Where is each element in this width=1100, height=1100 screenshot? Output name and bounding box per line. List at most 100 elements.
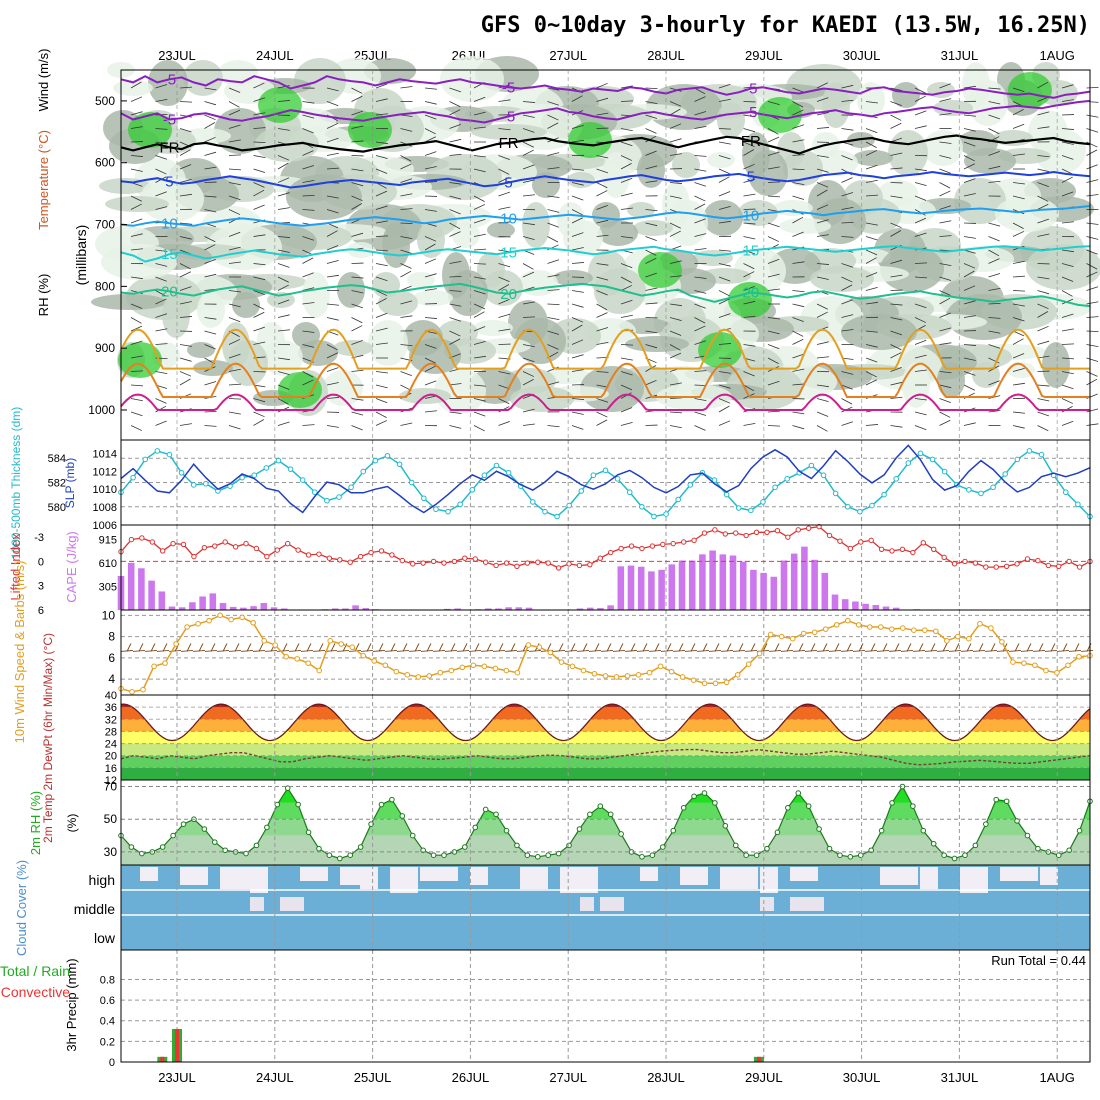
wind-barb — [1012, 123, 1025, 129]
wind-barb — [424, 209, 437, 212]
wind-barb — [1061, 176, 1073, 183]
thickness-series-point — [324, 497, 330, 504]
rh-point — [597, 803, 604, 809]
thickness-series-point — [505, 469, 512, 476]
wind-barb — [865, 236, 878, 241]
thickness-series-point — [530, 499, 536, 505]
wind-barb — [767, 236, 780, 242]
wind-barb — [963, 270, 975, 278]
lifted-index-point — [274, 547, 280, 553]
wind-barb-flag — [942, 643, 948, 652]
precip-tick: 0.6 — [100, 995, 115, 1007]
rh-shade — [888, 130, 928, 176]
thickness-series-point — [844, 503, 851, 510]
rh-shade — [814, 198, 866, 244]
pressure-tick-label: 900 — [95, 341, 115, 355]
thickness-series-point — [917, 450, 924, 457]
wind-barb — [988, 222, 1001, 227]
lifted-index-point — [826, 532, 833, 539]
rh-ylabel: 2m RH (%) — [28, 791, 43, 855]
wind-barb — [694, 290, 707, 294]
wind-speed-series-point — [955, 633, 961, 640]
wind-barb — [988, 302, 1001, 305]
wind-barb — [375, 371, 388, 374]
isotherm-15 — [120, 245, 1091, 263]
isotherm-20 — [120, 282, 1091, 308]
wind-barb — [596, 411, 608, 418]
wind-barb — [694, 398, 707, 401]
thickness-series-point — [178, 469, 185, 476]
wind-barb — [498, 313, 511, 318]
wind-barb — [326, 152, 339, 156]
wind-barb — [669, 108, 681, 116]
wind-barb — [571, 195, 584, 201]
wind-speed-series-point — [900, 625, 906, 631]
wind-barb — [253, 189, 265, 197]
wind-label: Wind (m/s) — [36, 49, 51, 112]
wind-barb — [963, 236, 976, 239]
rh-shade — [553, 270, 593, 286]
day-label-top: 30JUL — [843, 48, 881, 63]
cape-bar — [739, 561, 747, 610]
wind-barb — [914, 217, 927, 224]
wind-barb — [645, 128, 657, 134]
wind-barb — [277, 236, 290, 238]
wind-barb — [155, 328, 168, 332]
wind-barb — [375, 249, 388, 252]
wind-barb — [596, 112, 609, 116]
wind-barb — [792, 261, 805, 264]
wind-barb — [351, 168, 364, 172]
wind-barb — [253, 141, 266, 144]
wind-barb — [767, 222, 780, 228]
wind-barb — [155, 128, 168, 130]
wind-barb — [939, 168, 951, 174]
wind-speed-series-point — [393, 668, 400, 675]
wind-barb — [1061, 249, 1074, 253]
lifted-index-point — [764, 529, 770, 535]
thickness-series-point — [651, 513, 657, 520]
wind-barb — [400, 128, 413, 132]
wind-barb — [498, 176, 510, 183]
wind-barb — [767, 181, 781, 183]
wind-barb — [596, 234, 609, 237]
thickness-series-point — [166, 451, 173, 458]
thickness-series-point — [978, 490, 984, 497]
day-label-bottom: 30JUL — [843, 1070, 881, 1085]
wind-barb-flag — [258, 643, 264, 652]
wind-barb — [718, 176, 730, 183]
cape-bar — [892, 607, 900, 610]
wind-barb — [326, 260, 339, 264]
wind-barb — [792, 124, 805, 129]
rh-shade — [995, 196, 1059, 232]
wind-barb — [130, 425, 143, 431]
wind-barb — [571, 354, 584, 359]
rh-point — [712, 800, 718, 806]
wind-barb — [767, 344, 780, 350]
wind-barb — [375, 190, 388, 197]
wind-barb — [890, 167, 903, 170]
wind-barb — [669, 230, 681, 237]
wind-barb — [792, 182, 805, 185]
wind-barb — [1086, 371, 1098, 377]
rh-shade — [368, 320, 408, 366]
wind-barb-flag — [330, 643, 336, 652]
wind-barb — [890, 425, 903, 428]
wind-barb — [596, 419, 608, 426]
rh-shade — [892, 82, 920, 108]
rh-shade — [101, 244, 177, 280]
cloud-ylabel: Cloud Cover (%) — [14, 860, 29, 956]
wind-barb — [204, 425, 217, 427]
rh-shade — [518, 270, 558, 296]
wind-speed-series-point — [811, 629, 818, 636]
wind-barb — [816, 411, 829, 417]
wind-barb — [571, 411, 584, 415]
wind-barb-flag — [750, 643, 756, 652]
wind-barb — [522, 423, 535, 426]
temperature-label: Temperature (°C) — [36, 130, 51, 230]
wind-barb — [228, 261, 241, 264]
day-label-bottom: 29JUL — [745, 1070, 783, 1085]
rh-shade — [818, 150, 858, 176]
wind-barb — [718, 313, 731, 318]
wind-barb — [326, 195, 339, 199]
precip-run-total: Run Total = 0.44 — [991, 953, 1086, 968]
